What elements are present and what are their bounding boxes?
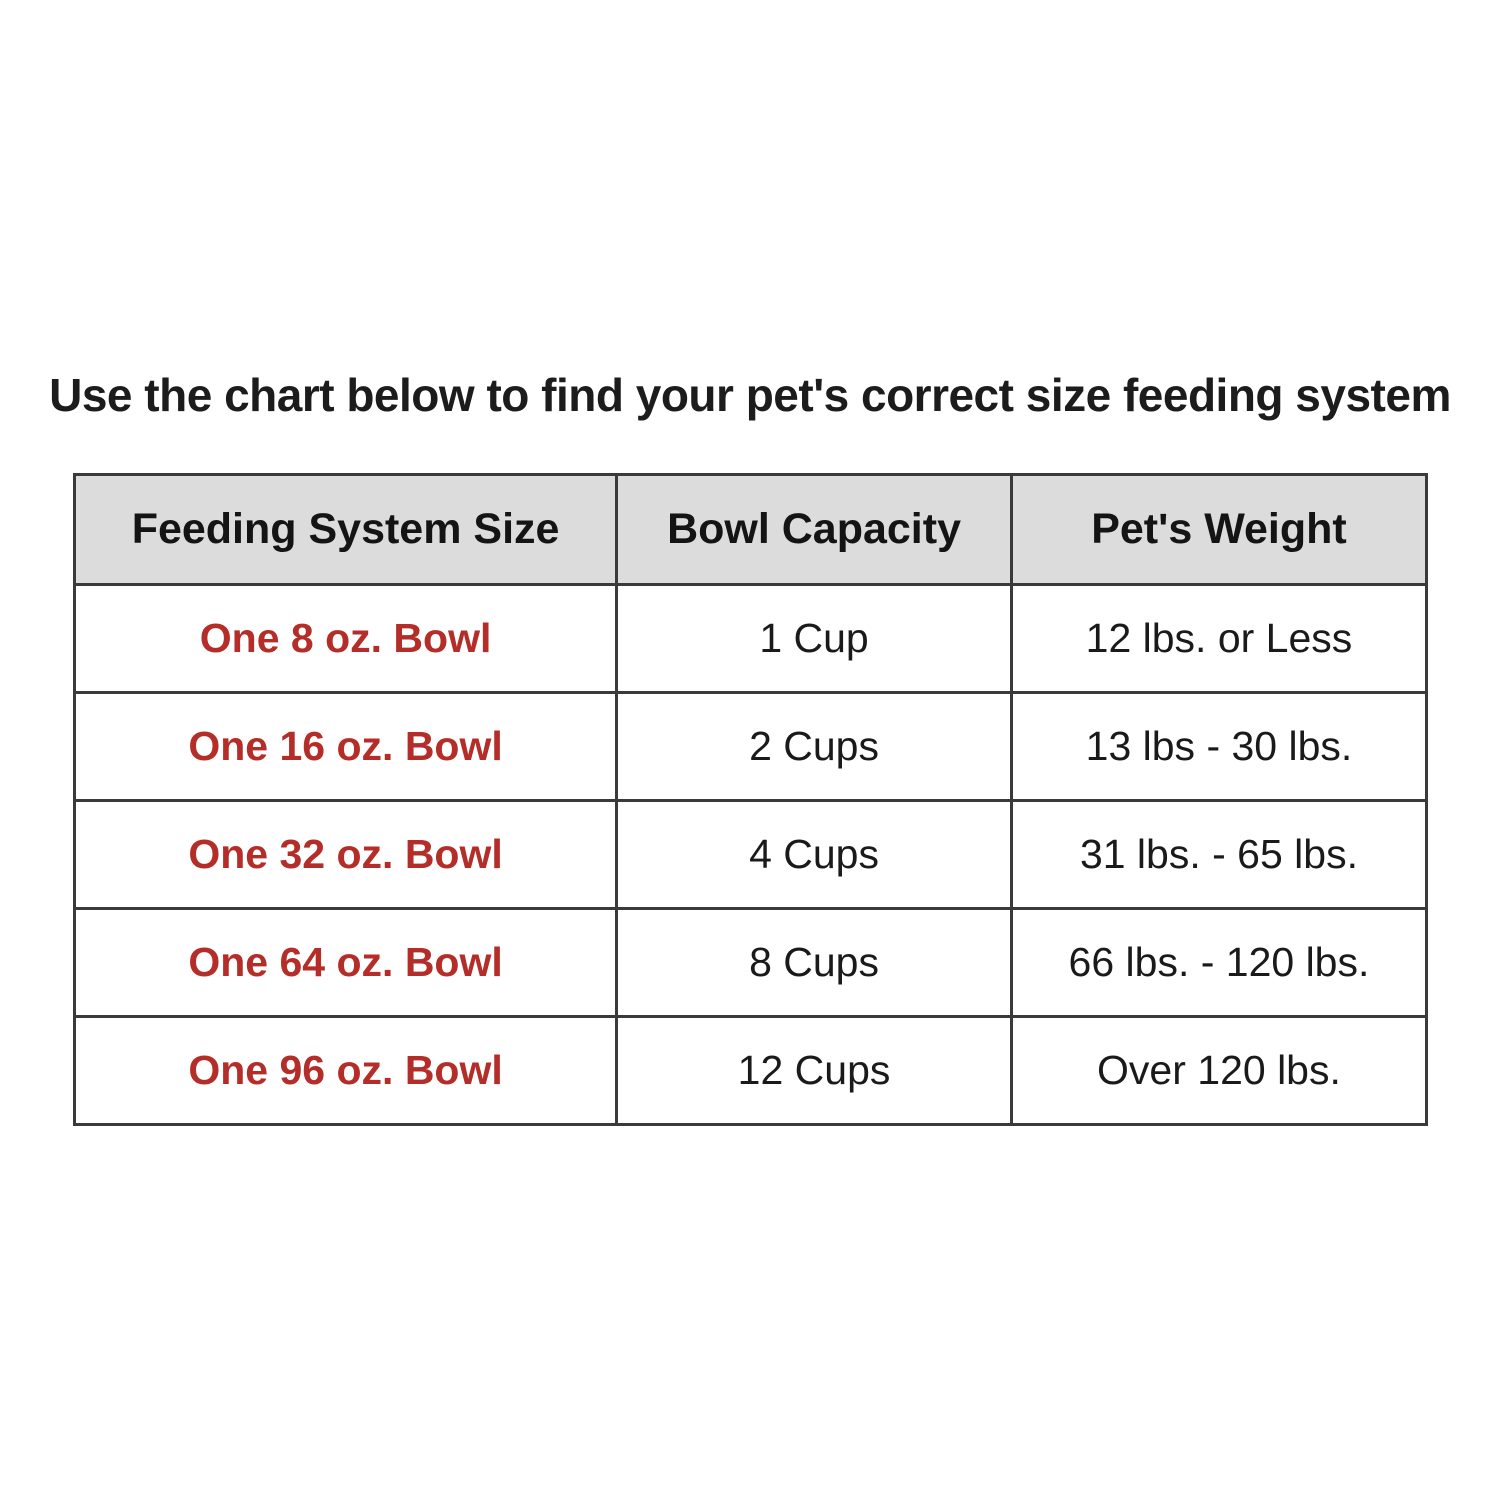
pet-weight-cell: 31 lbs. - 65 lbs. <box>1009 799 1429 910</box>
feeding-size-cell: One 16 oz. Bowl <box>72 691 619 802</box>
pet-weight-cell: Over 120 lbs. <box>1009 1015 1429 1126</box>
feeding-size-cell: One 8 oz. Bowl <box>72 583 619 694</box>
pet-weight-cell: 66 lbs. - 120 lbs. <box>1009 907 1429 1018</box>
bowl-capacity-cell: 4 Cups <box>615 799 1013 910</box>
table-row: One 64 oz. Bowl 8 Cups 66 lbs. - 120 lbs. <box>72 907 1429 1018</box>
feeding-chart-table: Feeding System Size Bowl Capacity Pet's … <box>72 473 1429 1126</box>
table-header: Feeding System Size Bowl Capacity Pet's … <box>72 473 1429 586</box>
bowl-capacity-cell: 2 Cups <box>615 691 1013 802</box>
bowl-capacity-cell: 1 Cup <box>615 583 1013 694</box>
column-header-feeding-system-size: Feeding System Size <box>72 473 619 586</box>
table-row: One 16 oz. Bowl 2 Cups 13 lbs - 30 lbs. <box>72 691 1429 802</box>
pet-weight-cell: 13 lbs - 30 lbs. <box>1009 691 1429 802</box>
column-header-bowl-capacity: Bowl Capacity <box>615 473 1013 586</box>
bowl-capacity-cell: 12 Cups <box>615 1015 1013 1126</box>
pet-weight-cell: 12 lbs. or Less <box>1009 583 1429 694</box>
column-header-pets-weight: Pet's Weight <box>1009 473 1429 586</box>
feeding-size-cell: One 96 oz. Bowl <box>72 1015 619 1126</box>
table-row: One 96 oz. Bowl 12 Cups Over 120 lbs. <box>72 1015 1429 1126</box>
table-row: One 32 oz. Bowl 4 Cups 31 lbs. - 65 lbs. <box>72 799 1429 910</box>
table-row: One 8 oz. Bowl 1 Cup 12 lbs. or Less <box>72 583 1429 694</box>
feeding-size-cell: One 32 oz. Bowl <box>72 799 619 910</box>
feeding-size-cell: One 64 oz. Bowl <box>72 907 619 1018</box>
header-row: Feeding System Size Bowl Capacity Pet's … <box>72 473 1429 586</box>
table-body: One 8 oz. Bowl 1 Cup 12 lbs. or Less One 16… <box>72 583 1429 1126</box>
bowl-capacity-cell: 8 Cups <box>615 907 1013 1018</box>
page-title: Use the chart below to find your pet's c… <box>49 369 1451 421</box>
